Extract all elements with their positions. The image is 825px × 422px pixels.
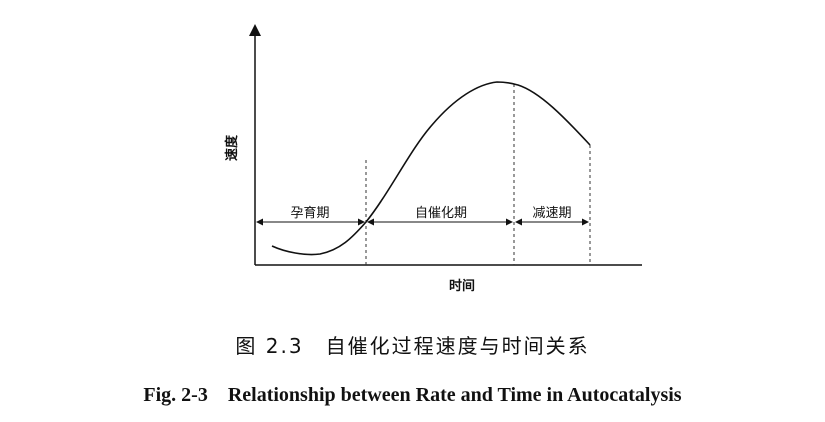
figure-caption-chinese: 图 2.3 自催化过程速度与时间关系 [235,334,590,358]
rate-time-diagram: 速度 时间 孕育期 自催化期 减速期 [224,24,642,294]
x-axis-title: 时间 [449,278,475,294]
phase-label-autocatalysis: 自催化期 [415,206,467,221]
y-axis-title: 速度 [224,134,240,161]
phase-label-induction: 孕育期 [290,205,329,221]
phase-label-deceleration: 减速期 [532,206,571,221]
rate-curve [271,81,591,256]
figure-caption-english: Fig. 2-3 Relationship between Rate and T… [143,384,682,406]
